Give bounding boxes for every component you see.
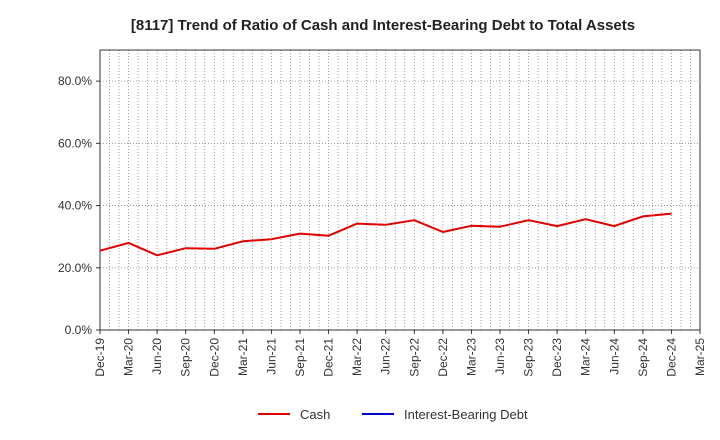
plot-frame: [99, 49, 701, 331]
x-tick-label: Mar-24: [579, 338, 593, 376]
x-tick-label: Dec-23: [550, 338, 564, 377]
chart-title: [8117] Trend of Ratio of Cash and Intere…: [131, 17, 635, 34]
x-tick-label: Sep-22: [407, 338, 421, 377]
axes: 0.0% 20.0% 40.0% 60.0% 80.0% Dec-19 Mar-20 Jun-…: [58, 49, 707, 377]
y-tick-label: 20.0%: [58, 261, 92, 275]
x-tick-label: Mar-22: [350, 338, 364, 376]
x-tick-label: Dec-20: [207, 338, 221, 377]
x-tick-label: Dec-22: [436, 338, 450, 377]
x-tick-label: Sep-21: [293, 338, 307, 377]
series-line-cash: [99, 212, 672, 257]
grid: [99, 50, 701, 330]
y-tick-label: 0.0%: [65, 323, 93, 337]
x-tick-label: Mar-25: [693, 338, 707, 376]
x-tick-label: Jun-24: [607, 338, 621, 375]
y-tick-label: 60.0%: [58, 136, 92, 150]
x-tick-label: Dec-21: [322, 338, 336, 377]
x-tick-label: Dec-19: [93, 338, 107, 377]
y-tick-label: 80.0%: [58, 74, 92, 88]
x-tick-label: Sep-20: [179, 338, 193, 377]
x-tick-label: Sep-24: [636, 338, 650, 377]
x-tick-label: Sep-23: [522, 338, 536, 377]
x-tick-label: Mar-21: [236, 338, 250, 376]
x-tick-label: Dec-24: [664, 338, 678, 377]
x-tick-label: Jun-23: [493, 338, 507, 375]
series: [99, 212, 672, 257]
legend-label: Cash: [300, 407, 330, 422]
x-tick-label: Jun-21: [264, 338, 278, 375]
x-tick-label: Jun-22: [379, 338, 393, 375]
legend: Cash Interest-Bearing Debt: [258, 407, 528, 422]
y-tick-label: 40.0%: [58, 199, 92, 213]
x-tick-label: Mar-20: [122, 338, 136, 376]
legend-label: Interest-Bearing Debt: [404, 407, 528, 422]
x-tick-label: Jun-20: [150, 338, 164, 375]
x-tick-label: Mar-23: [464, 338, 478, 376]
